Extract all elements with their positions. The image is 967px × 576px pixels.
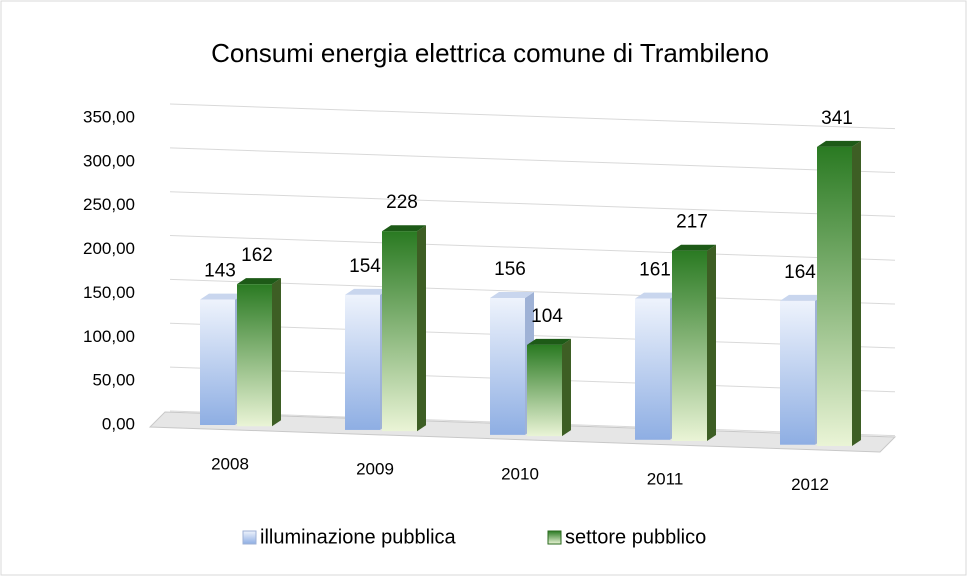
bar-side	[707, 244, 716, 442]
grid-line	[169, 278, 896, 305]
bar-top	[237, 278, 281, 285]
bar	[527, 344, 562, 437]
data-label: 341	[821, 108, 853, 129]
data-label: 104	[531, 306, 563, 327]
bar-top	[490, 292, 534, 299]
grid-line	[169, 103, 896, 130]
y-tick-label: 0,00	[102, 414, 135, 433]
bar-top	[635, 292, 679, 299]
bar-side	[852, 140, 861, 446]
y-tick-label: 250,00	[83, 195, 135, 214]
y-tick-label: 150,00	[83, 283, 135, 302]
bar	[382, 231, 417, 432]
bar-top	[345, 288, 389, 295]
x-tick-label: 2009	[356, 460, 394, 479]
bar	[635, 298, 670, 440]
legend-label: settore pubblico	[565, 526, 706, 548]
bar	[200, 299, 235, 425]
data-label: 162	[241, 245, 273, 266]
bar	[780, 300, 815, 445]
legend-swatch	[242, 530, 257, 545]
grid-line	[169, 235, 896, 261]
bar-side	[562, 338, 571, 437]
bar-top	[527, 338, 571, 345]
data-label: 228	[386, 192, 418, 213]
y-tick-label: 350,00	[83, 107, 135, 126]
bar	[237, 284, 272, 427]
bar-side	[272, 278, 281, 427]
legend-label: illuminazione pubblica	[260, 526, 457, 548]
bar-top	[817, 140, 861, 147]
x-tick-label: 2012	[791, 475, 829, 494]
legend-swatch	[547, 530, 562, 545]
data-label: 217	[676, 212, 708, 233]
grid-line	[169, 191, 896, 217]
data-label: 156	[494, 259, 526, 280]
bar-top	[382, 225, 426, 232]
data-label: 143	[204, 261, 236, 282]
chart-title: Consumi energia elettrica comune di Tram…	[211, 38, 769, 68]
data-label: 164	[784, 262, 816, 283]
x-tick-label: 2011	[647, 470, 684, 489]
bar-side	[417, 225, 426, 432]
bar-top	[672, 244, 716, 251]
y-tick-label: 50,00	[92, 371, 135, 390]
bar-top	[780, 294, 824, 301]
data-label: 161	[639, 260, 671, 281]
bar	[490, 298, 525, 435]
y-tick-label: 100,00	[83, 327, 135, 346]
y-tick-label: 200,00	[83, 239, 135, 258]
x-tick-label: 2010	[501, 465, 539, 484]
y-tick-label: 300,00	[83, 151, 135, 170]
bar	[817, 146, 852, 446]
grid-line	[169, 147, 896, 173]
bar	[345, 294, 380, 430]
data-label: 154	[349, 256, 381, 277]
bar	[672, 250, 707, 442]
bar-top	[200, 293, 244, 300]
x-tick-label: 2008	[211, 454, 249, 473]
